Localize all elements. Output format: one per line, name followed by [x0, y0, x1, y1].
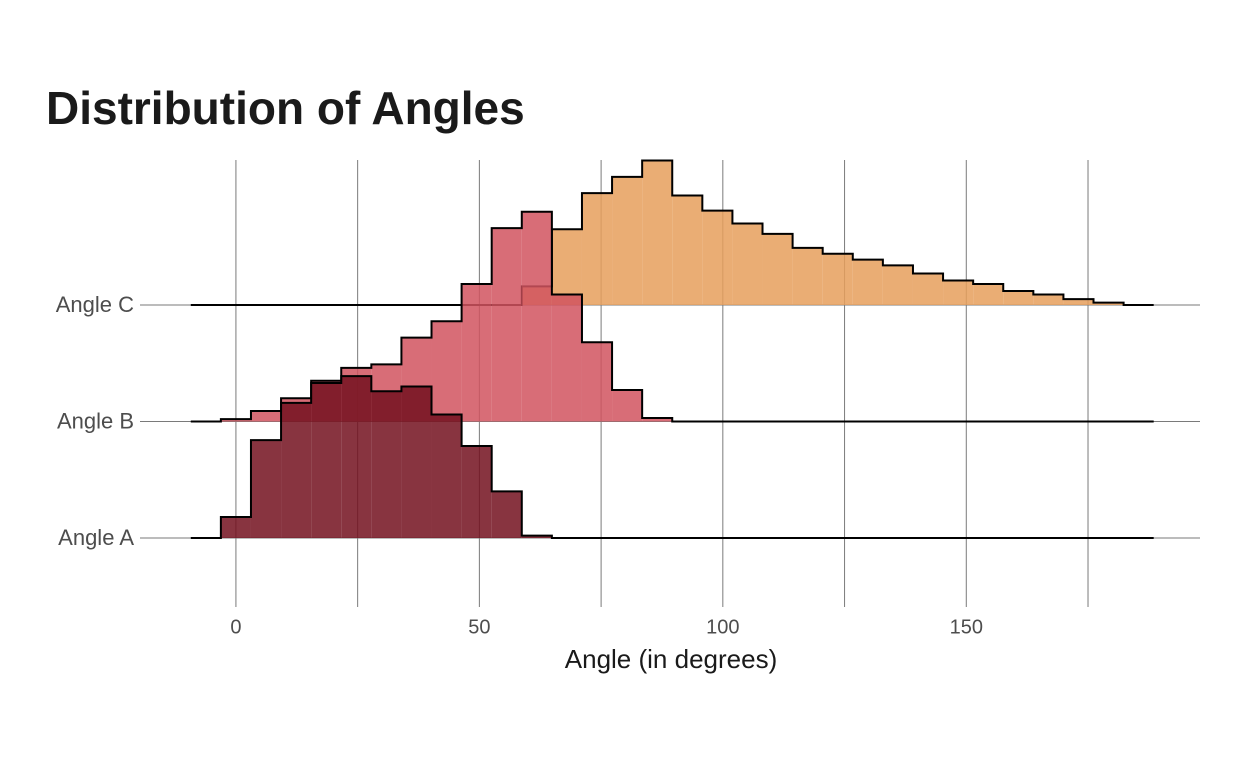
bar	[220, 419, 251, 422]
bar	[250, 411, 282, 422]
bar	[581, 193, 613, 305]
bar	[431, 321, 462, 422]
bar	[281, 402, 312, 538]
y-tick-label: Angle C	[56, 292, 134, 317]
outline	[190, 210, 1154, 423]
bar	[521, 211, 552, 422]
bar	[612, 176, 643, 305]
ridge	[190, 159, 1154, 306]
outline	[190, 159, 1154, 306]
bar	[461, 284, 492, 422]
bar	[491, 228, 522, 422]
bar	[371, 391, 402, 538]
bar	[702, 210, 733, 305]
bar	[491, 491, 522, 538]
bar	[341, 376, 372, 538]
bar	[1063, 299, 1094, 305]
bar	[461, 445, 492, 538]
x-tick-label: 0	[230, 616, 241, 638]
bar	[882, 265, 913, 305]
x-tick-label: 50	[468, 616, 490, 638]
bar	[431, 414, 462, 538]
bar	[1093, 302, 1124, 305]
x-tick-label: 100	[706, 616, 739, 638]
chart-title: Distribution of Angles	[46, 82, 525, 134]
x-axis-label: Angle (in degrees)	[565, 644, 777, 674]
bar	[311, 383, 342, 538]
bar	[973, 284, 1004, 305]
bar	[250, 440, 282, 538]
bar	[732, 223, 763, 305]
bar	[792, 247, 823, 305]
outline	[190, 375, 1154, 539]
x-tick-label: 150	[950, 616, 983, 638]
bar	[581, 342, 613, 422]
bar	[401, 386, 432, 538]
bar	[672, 195, 703, 305]
bar	[1033, 294, 1064, 305]
bar	[612, 390, 643, 422]
bar	[642, 160, 673, 305]
y-tick-label: Angle A	[58, 525, 134, 550]
ridge	[190, 375, 1154, 539]
y-tick-label: Angle B	[57, 408, 134, 433]
bar	[822, 253, 853, 305]
bar	[551, 294, 582, 422]
ridges	[190, 159, 1154, 539]
bar	[762, 233, 793, 305]
bar	[1003, 291, 1034, 305]
bar	[943, 280, 974, 305]
bar	[912, 273, 944, 305]
bar	[521, 535, 552, 538]
bar	[551, 229, 582, 305]
bar	[642, 418, 673, 422]
bar	[220, 517, 251, 538]
bar	[852, 259, 883, 305]
